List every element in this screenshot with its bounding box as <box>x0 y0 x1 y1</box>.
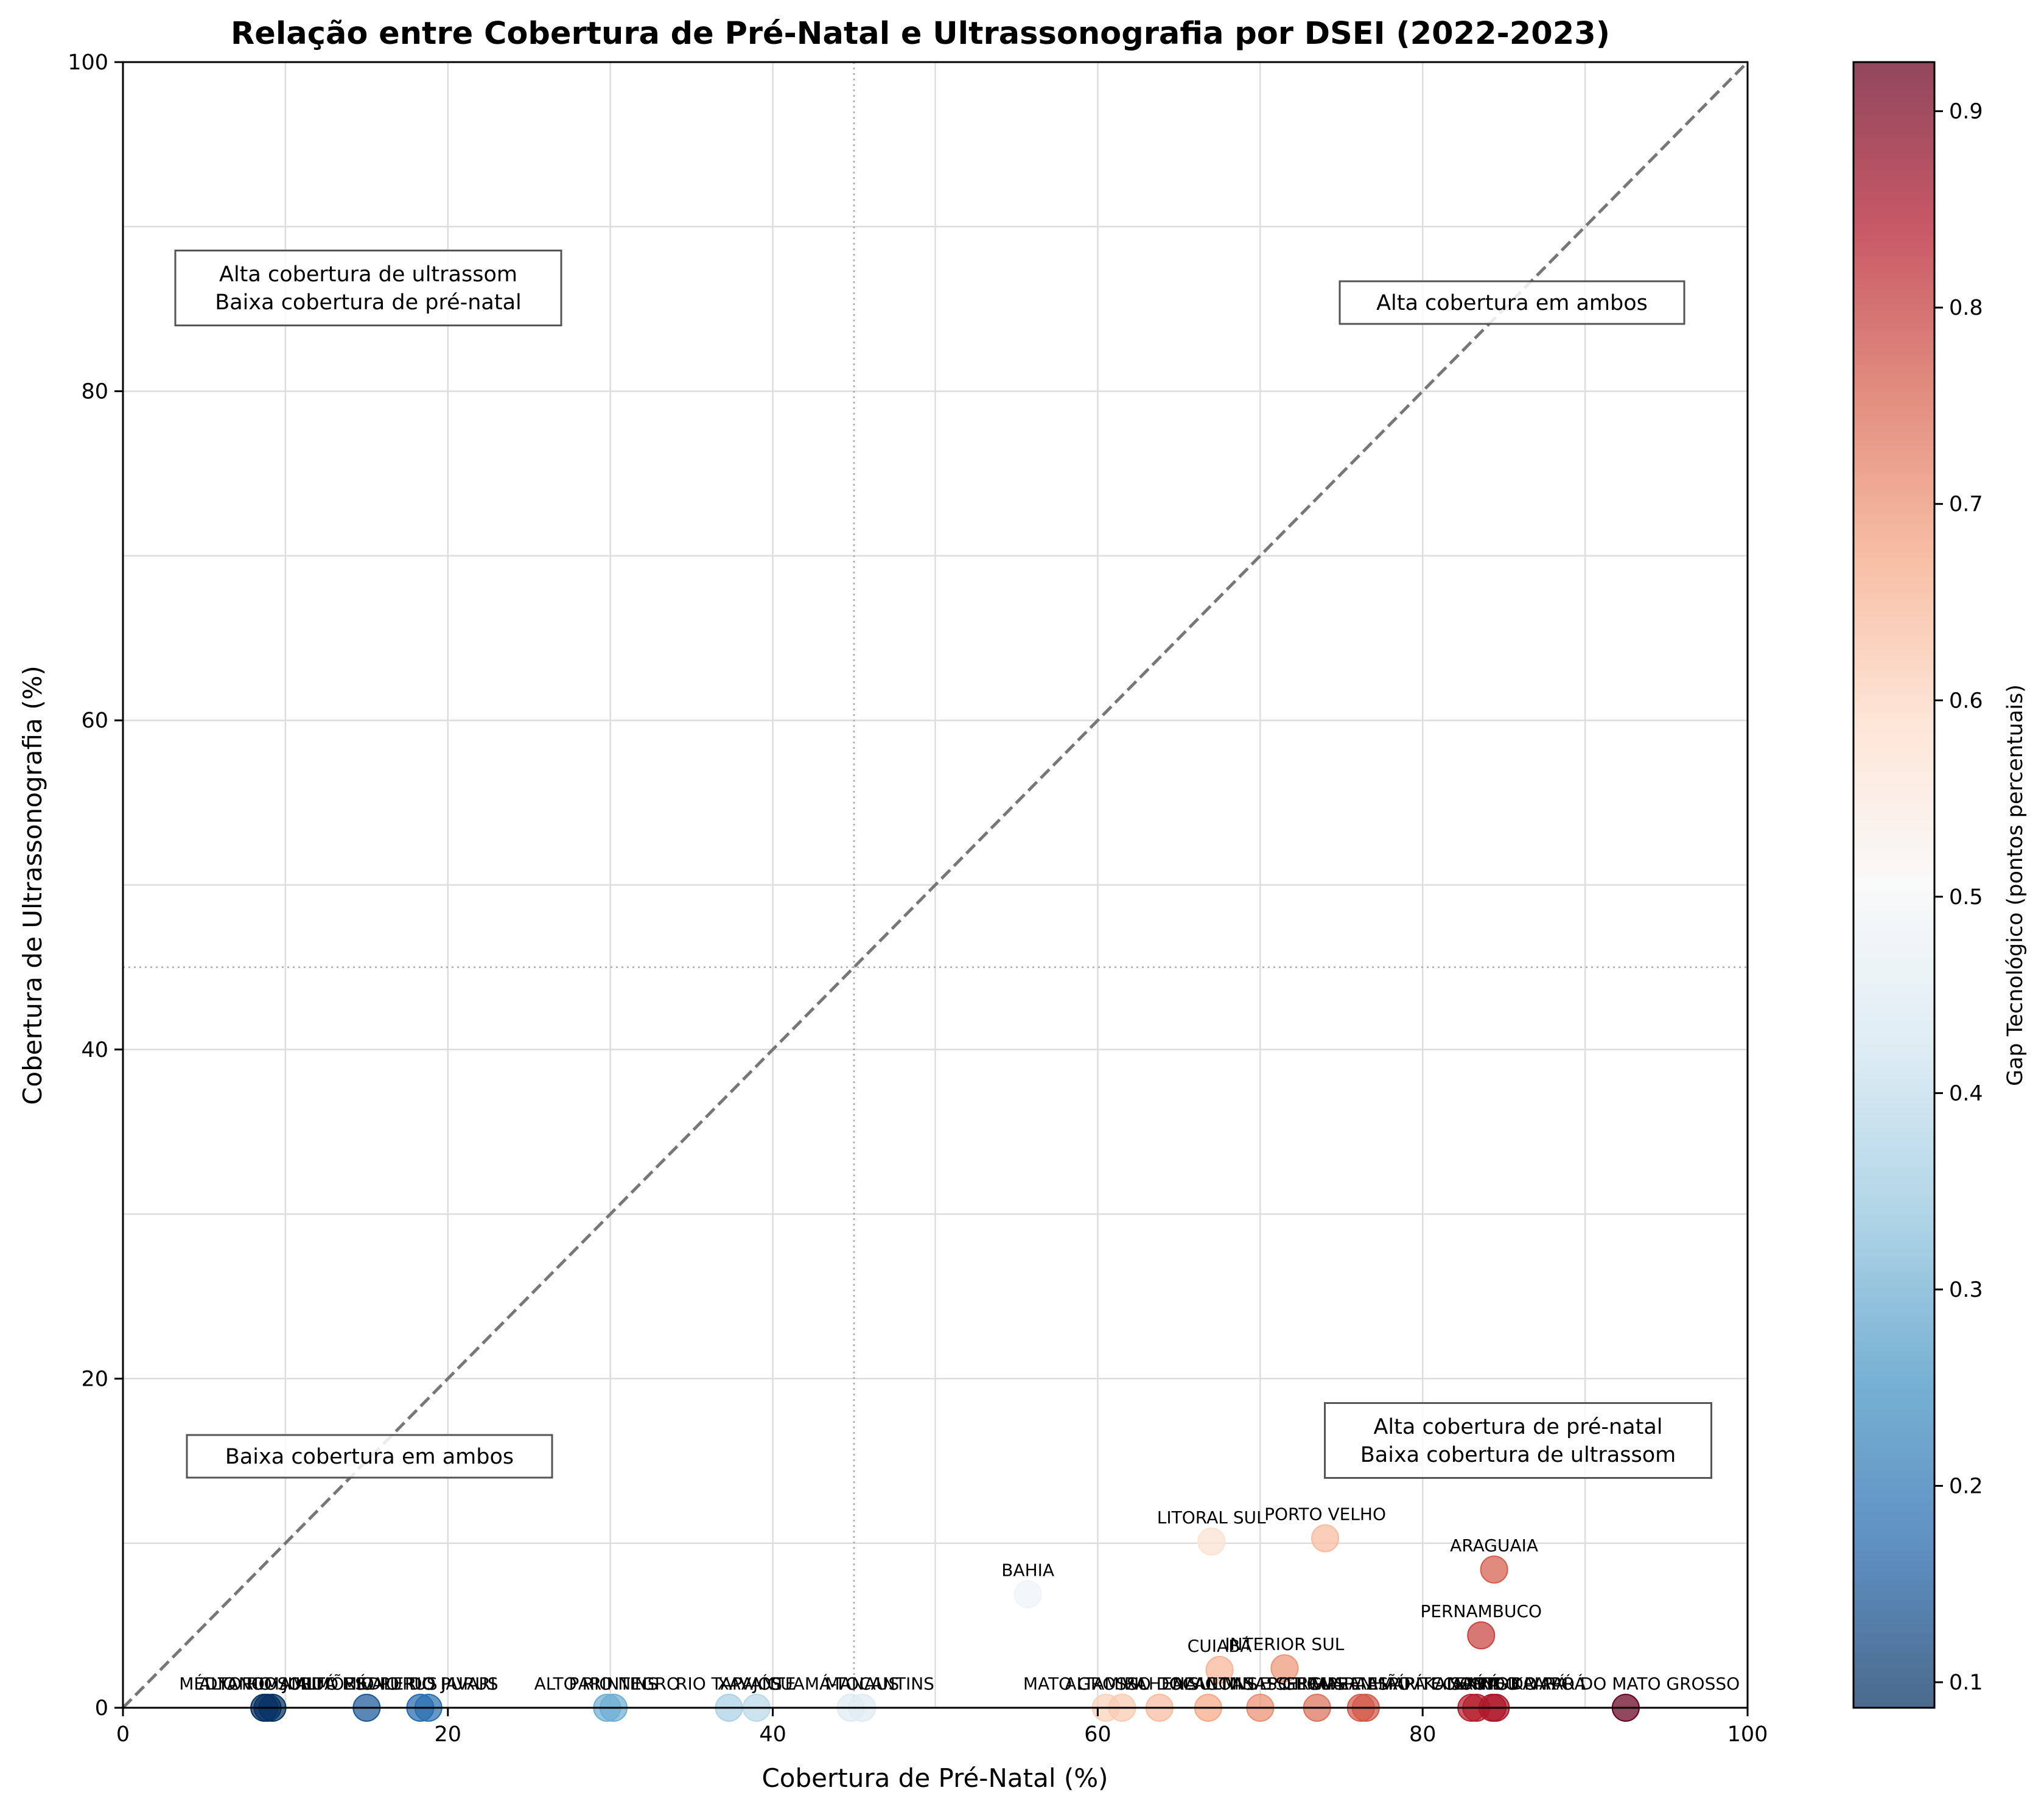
quadrant-text-top-left: Baixa cobertura de pré-natal <box>215 290 522 315</box>
point-label: AMAPÁ E NORTE DO PARÁ <box>1367 1673 1586 1694</box>
point-label: CUIABÁ <box>1188 1635 1252 1656</box>
point-label: BAHIA <box>1001 1560 1054 1580</box>
quadrant-box-top-left <box>174 250 562 326</box>
colorbar-tick-label: 0.8 <box>1949 296 1983 320</box>
point-label: ALTO RIO JURUÁ <box>199 1673 336 1694</box>
y-tick-label: 0 <box>95 1696 108 1721</box>
y-tick-label: 80 <box>81 380 108 404</box>
point-label: ALTO RIO NEGRO <box>534 1674 680 1694</box>
x-tick-label: 60 <box>1084 1722 1111 1747</box>
quadrant-text-top-right: Alta cobertura em ambos <box>1376 291 1648 315</box>
y-tick-label: 100 <box>68 51 108 75</box>
point-label: YANOMAMI <box>217 1674 311 1694</box>
chart-title: Relação entre Cobertura de Pré-Natal e U… <box>231 16 1610 52</box>
y-tick-label: 20 <box>81 1367 108 1391</box>
point-label: CEARÁ <box>1443 1673 1500 1694</box>
data-point <box>1270 1654 1299 1683</box>
x-tick-label: 100 <box>1727 1722 1768 1747</box>
point-label: GUAMÁ-TOCANTINS <box>767 1673 934 1694</box>
x-tick-label: 20 <box>435 1722 462 1747</box>
quadrant-annotations: Alta cobertura de ultrassom Baixa cobertu… <box>174 250 1712 1479</box>
x-tick-label: 40 <box>759 1722 786 1747</box>
point-label: PARINTINS <box>569 1674 659 1694</box>
point-label: VALE DO JAVARI <box>361 1674 495 1694</box>
point-label: MÉDIO RIO SOLIMÕES <box>179 1673 366 1694</box>
x-tick-label: 80 <box>1409 1722 1437 1747</box>
x-axis-label: Cobertura de Pré-Natal (%) <box>761 1763 1108 1793</box>
point-label: ARAGUAIA <box>1450 1535 1538 1556</box>
quadrant-text-top-left: Alta cobertura de ultrassom <box>219 262 517 287</box>
point-label: PORTO VELHO <box>1264 1504 1386 1525</box>
colorbar-tick-label: 0.7 <box>1949 493 1983 517</box>
point-label: KAIAPÓ DO PARÁ <box>1424 1673 1567 1694</box>
data-point <box>1013 1580 1042 1609</box>
grid-lines <box>123 62 1748 1708</box>
data-point <box>1311 1524 1340 1553</box>
point-label: MATO GROSSO DO SUL <box>1023 1674 1222 1694</box>
y-tick-label: 60 <box>81 709 108 733</box>
point-label: ALAGOAS E SERGIPE <box>1172 1674 1348 1694</box>
point-label: XINGU <box>1465 1674 1521 1694</box>
data-point <box>1480 1555 1508 1584</box>
colorbar-label: Gap Tecnológico (pontos percentuais) <box>2003 684 2028 1086</box>
y-tick-label: 40 <box>81 1038 108 1062</box>
point-label: MINAS GERAIS E ESPÍRITO SANTO <box>1222 1673 1509 1694</box>
colorbar <box>1852 61 1936 1709</box>
point-label: ALTO RIO PURUS <box>296 1674 438 1694</box>
point-label: RIO TAPAJÓS <box>676 1673 782 1694</box>
reference-lines <box>122 61 1749 1709</box>
quadrant-text-bottom-right: Baixa cobertura de ultrassom <box>1360 1443 1676 1467</box>
colorbar-tick-label: 0.3 <box>1949 1278 1983 1302</box>
colorbar-tick-label: 0.2 <box>1949 1475 1983 1499</box>
point-label: MANAUS <box>825 1674 900 1694</box>
point-label: VILHENA <box>1122 1674 1197 1694</box>
x-axis-ticks: 0 20 40 60 80 100 <box>116 1708 1768 1747</box>
point-label: KAIAPÓ DO MATO GROSSO <box>1511 1673 1740 1694</box>
quadrant-box-top-right <box>1339 280 1685 325</box>
colorbar-tick-label: 0.4 <box>1949 1081 1983 1106</box>
y-axis-label: Cobertura de Ultrassonografia (%) <box>18 665 47 1105</box>
data-point <box>1197 1527 1226 1556</box>
plot-frame <box>122 61 1749 1709</box>
point-label: PERNAMBUCO <box>1420 1601 1542 1621</box>
data-point <box>1205 1655 1234 1684</box>
point-label: INTERIOR SUL <box>1225 1634 1344 1654</box>
colorbar-tick-label: 0.9 <box>1949 100 1983 124</box>
point-label: LITORAL SUL <box>1157 1507 1266 1528</box>
colorbar-tick-label: 0.6 <box>1949 689 1983 713</box>
quadrant-box-bottom-right <box>1324 1402 1712 1479</box>
y-axis-ticks: 0 20 40 60 80 100 <box>68 51 123 1721</box>
point-label: TOCANTINS <box>1158 1674 1258 1694</box>
point-label: MÉDIO RIO PURUS <box>342 1673 498 1694</box>
point-label: ALTAMIRA <box>1065 1674 1147 1694</box>
quadrant-box-bottom-left <box>186 1434 553 1479</box>
quadrant-text-bottom-left: Baixa cobertura em ambos <box>225 1445 514 1469</box>
data-point <box>1467 1621 1496 1650</box>
colorbar-tick-label: 0.1 <box>1949 1671 1983 1695</box>
point-label: POTIGUARA <box>1267 1674 1367 1694</box>
colorbar-ticks: 0.1 0.2 0.3 0.4 0.5 0.6 0.7 0.8 0.9 <box>1934 100 1983 1695</box>
point-label: XAVANTE <box>718 1674 796 1694</box>
x-tick-label: 0 <box>116 1722 130 1747</box>
quadrant-text-bottom-right: Alta cobertura de pré-natal <box>1373 1415 1662 1439</box>
diagonal-reference-line <box>122 61 1749 1709</box>
point-label: MARANHÃO <box>1311 1674 1411 1694</box>
colorbar-tick-label: 0.5 <box>1949 885 1983 910</box>
